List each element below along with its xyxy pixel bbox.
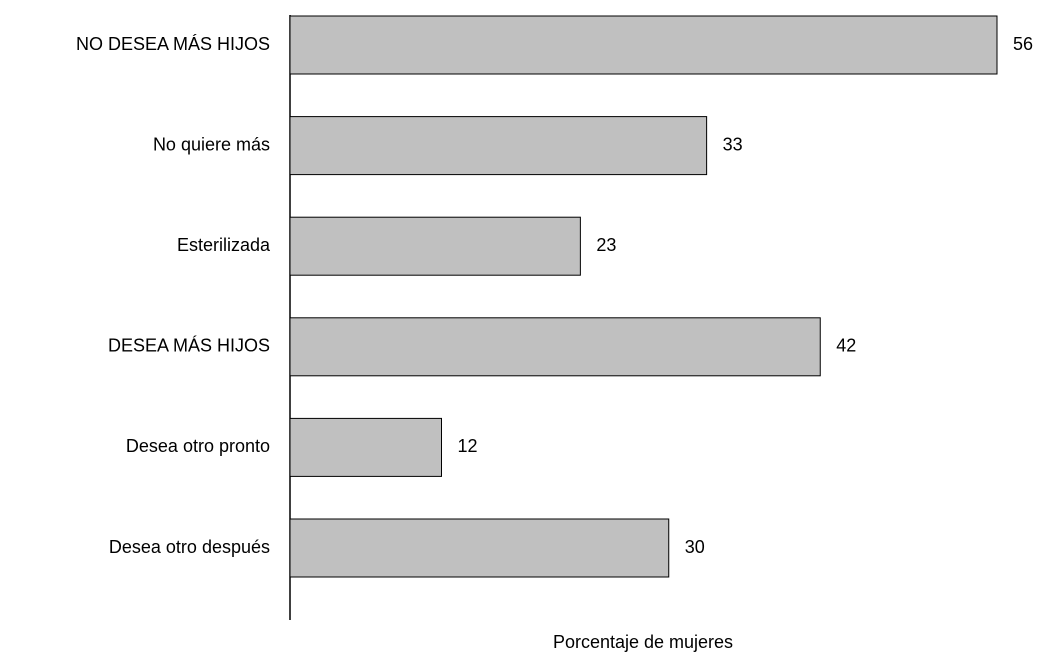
value-label: 30 bbox=[685, 537, 705, 557]
y-tick-label: NO DESEA MÁS HIJOS bbox=[76, 34, 270, 54]
x-axis-label: Porcentaje de mujeres bbox=[553, 632, 733, 652]
value-label: 33 bbox=[723, 134, 743, 154]
bar bbox=[289, 417, 442, 477]
value-label: 56 bbox=[1013, 34, 1033, 54]
value-label: 12 bbox=[458, 436, 478, 456]
value-label: 23 bbox=[596, 235, 616, 255]
y-tick-label: No quiere más bbox=[153, 134, 270, 154]
value-label: 42 bbox=[836, 336, 856, 356]
y-tick-label: Desea otro pronto bbox=[126, 436, 270, 456]
bar bbox=[289, 317, 821, 377]
bar bbox=[289, 518, 670, 578]
bar bbox=[289, 216, 581, 276]
y-tick-label: Desea otro después bbox=[109, 537, 270, 557]
y-tick-label: DESEA MÁS HIJOS bbox=[108, 336, 270, 356]
y-tick-label: Esterilizada bbox=[177, 235, 271, 255]
bar bbox=[289, 15, 998, 75]
bar bbox=[289, 116, 708, 176]
